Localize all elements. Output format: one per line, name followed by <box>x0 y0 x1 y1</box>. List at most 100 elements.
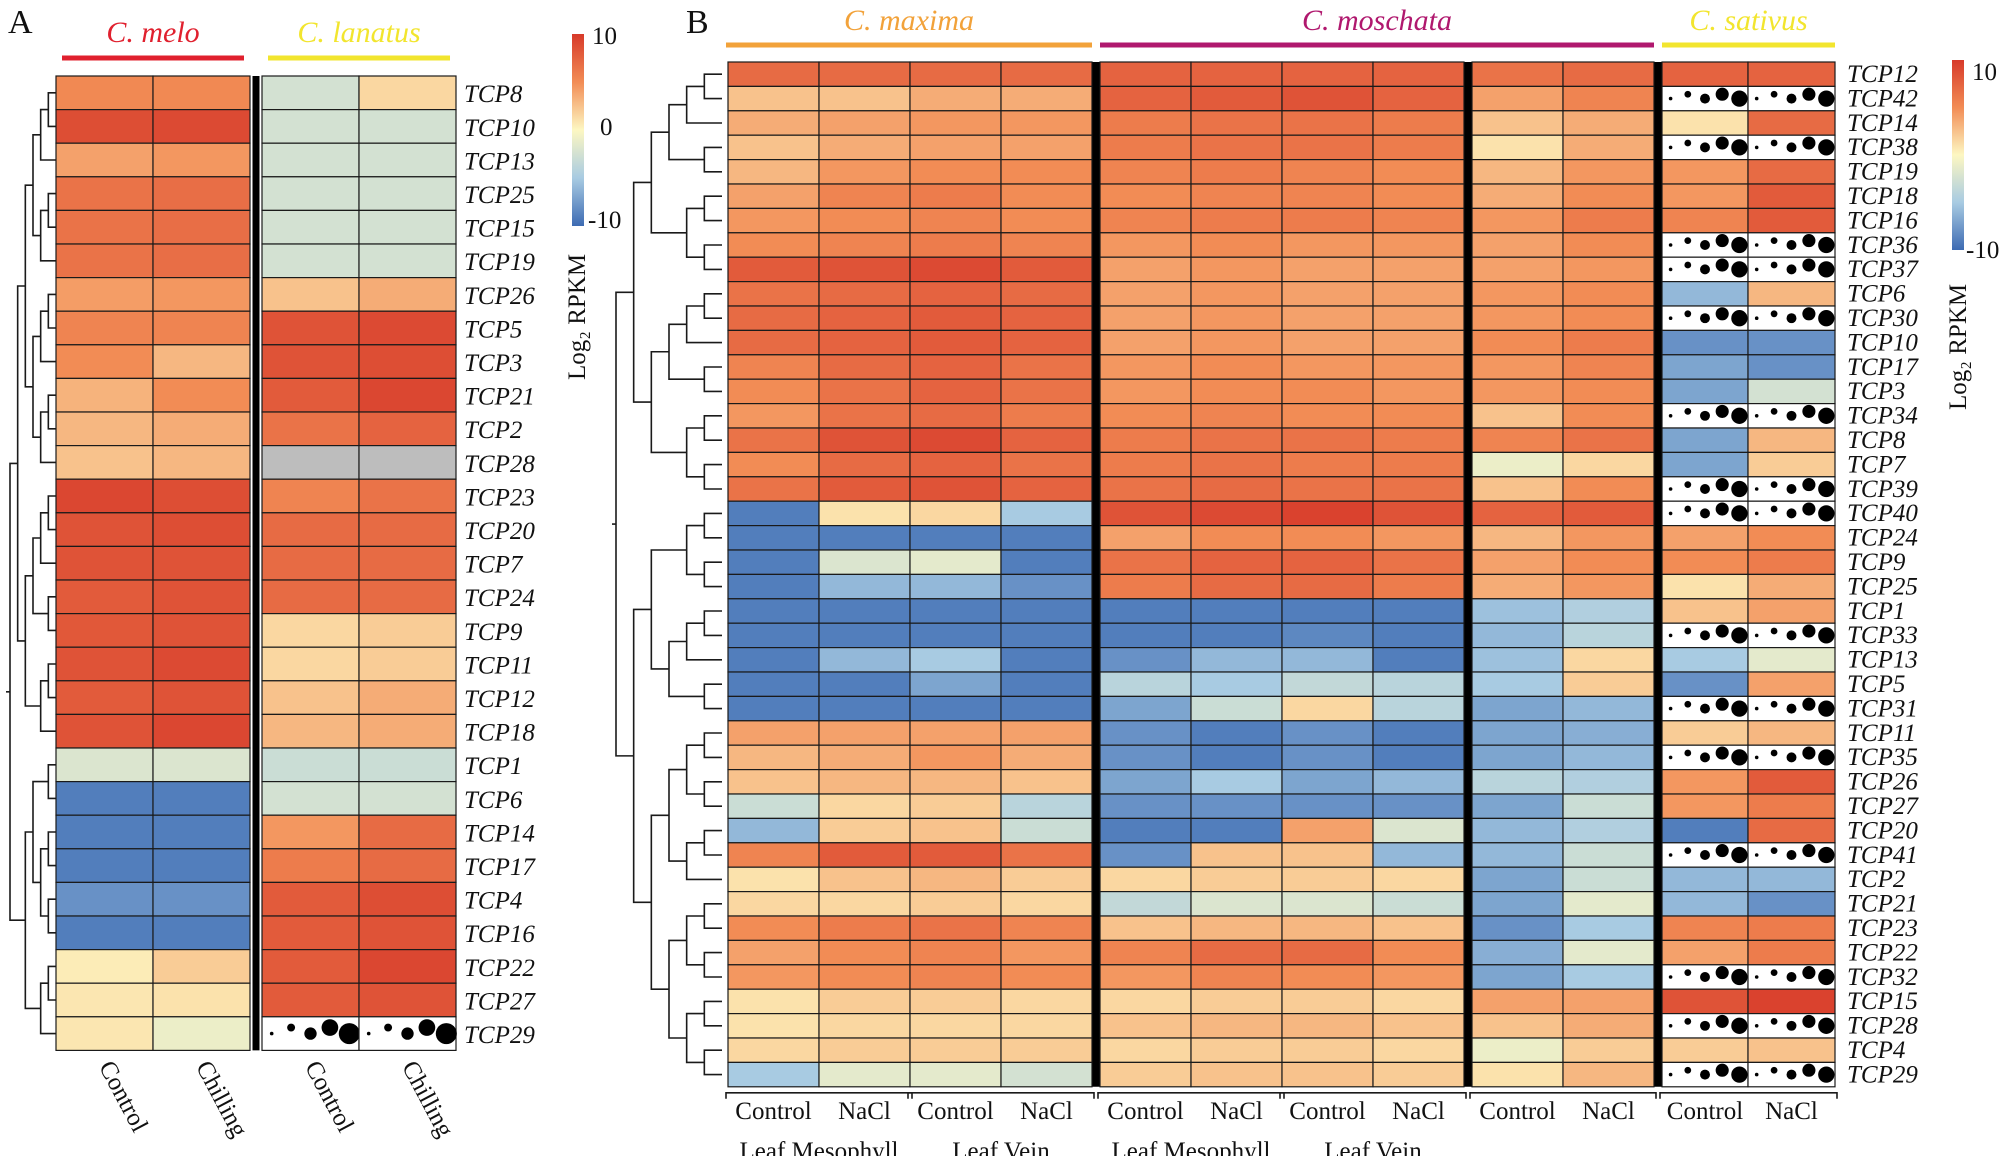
heatmap-cell <box>1562 964 1655 990</box>
species-label-maxima: C. maxima <box>844 4 974 37</box>
heatmap-cell <box>1190 768 1283 795</box>
heatmap-cell <box>909 622 1002 649</box>
heatmap-cell <box>1372 842 1465 868</box>
heatmap-cell <box>1562 598 1655 624</box>
heatmap-cell <box>1372 695 1465 722</box>
heatmap-cell <box>1562 183 1655 209</box>
heatmap-cell <box>1099 232 1192 258</box>
row-label: TCP20 <box>1847 817 1918 844</box>
heatmap-cell <box>152 814 251 850</box>
row-label: TCP18 <box>464 720 535 747</box>
row-label: TCP32 <box>1847 964 1918 991</box>
no-data-cell-dot <box>435 1023 457 1045</box>
no-data-cell-dot <box>1684 969 1692 976</box>
row-label: TCP7 <box>464 552 524 579</box>
heatmap-cell <box>358 108 457 144</box>
heatmap-cell <box>727 183 820 209</box>
no-data-cell-dot <box>1668 243 1673 247</box>
no-data-cell-dot <box>1731 139 1748 156</box>
row-label: TCP28 <box>1847 1013 1918 1040</box>
heatmap-cell <box>1099 476 1192 502</box>
column-label: Control <box>1479 1098 1555 1125</box>
heatmap-cell <box>1099 964 1192 990</box>
no-data-cell-dot <box>1700 972 1710 982</box>
heatmap-cell <box>1562 427 1655 453</box>
no-data-cell-dot <box>1715 307 1729 321</box>
no-data-cell-dot <box>1700 752 1710 763</box>
dendrogram-b-branch <box>703 73 722 100</box>
row-label: TCP9 <box>1847 549 1906 576</box>
heatmap-cell <box>1000 890 1093 917</box>
heatmap-cell <box>1562 988 1655 1015</box>
heatmap-cell <box>1000 720 1093 746</box>
no-data-cell-dot <box>1731 505 1748 522</box>
row-label: TCP10 <box>464 115 535 142</box>
heatmap-cell <box>1471 573 1564 600</box>
heatmap-cell <box>1471 281 1564 307</box>
heatmap-cell <box>1661 427 1749 453</box>
no-data-cell-dot <box>1786 630 1797 641</box>
heatmap-cell <box>1000 207 1093 234</box>
heatmap-cell <box>727 964 820 990</box>
heatmap-cell <box>1099 159 1192 185</box>
heatmap-cell <box>1562 817 1655 844</box>
heatmap-cell <box>152 545 251 581</box>
heatmap-cell <box>1661 207 1749 234</box>
row-label: TCP7 <box>1847 451 1907 478</box>
no-data-cell-dot <box>1818 505 1835 522</box>
heatmap-cell <box>727 598 820 624</box>
heatmap-cell <box>1000 427 1093 453</box>
no-data-cell-dot <box>1754 1024 1759 1028</box>
heatmap-cell <box>55 277 154 312</box>
dendrogram-b-branch <box>685 427 705 478</box>
no-data-cell-dot <box>1715 1014 1729 1028</box>
tissue-bracket <box>1279 1092 1467 1099</box>
species-label-moschata: C. moschata <box>1302 4 1452 37</box>
heatmap-cell <box>727 768 820 795</box>
column-label: Control <box>917 1098 993 1125</box>
heatmap-cell <box>1099 695 1192 722</box>
heatmap-cell <box>1281 890 1374 917</box>
heatmap-cell <box>1471 451 1564 478</box>
heatmap-cell <box>1471 329 1564 356</box>
heatmap-cell <box>152 848 251 883</box>
heatmap-cell <box>1471 524 1564 551</box>
heatmap-cell <box>152 243 251 279</box>
row-label: TCP15 <box>464 216 535 243</box>
no-data-cell-dot <box>1731 1017 1748 1034</box>
no-data-cell-dot <box>1731 90 1748 107</box>
row-label: TCP25 <box>1847 573 1918 600</box>
heatmap-cell <box>818 134 911 161</box>
heatmap-cell <box>55 478 154 514</box>
heatmap-cell <box>358 512 457 547</box>
heatmap-cell <box>1099 378 1192 405</box>
row-label: TCP13 <box>464 148 535 175</box>
heatmap-cell <box>1372 1012 1465 1039</box>
heatmap-cell <box>1372 598 1465 624</box>
heatmap-cell <box>1190 256 1283 283</box>
heatmap-cell <box>1372 646 1465 673</box>
heatmap-cell <box>1372 451 1465 478</box>
heatmap-cell <box>152 344 251 379</box>
heatmap-cell <box>1281 622 1374 649</box>
no-data-cell-dot <box>1770 408 1778 415</box>
heatmap-cell <box>1000 622 1093 649</box>
heatmap-cell <box>727 1037 820 1063</box>
heatmap-cell <box>818 305 911 331</box>
heatmap-cell <box>152 747 251 783</box>
no-data-cell-dot <box>1700 1069 1710 1080</box>
heatmap-cell <box>1000 1061 1093 1088</box>
heatmap-cell <box>1000 793 1093 819</box>
heatmap-cell <box>909 964 1002 990</box>
heatmap-cell <box>1562 890 1655 917</box>
heatmap-cell <box>1099 744 1192 771</box>
dendrogram-b-branch <box>703 195 722 222</box>
heatmap-cell <box>1372 744 1465 771</box>
heatmap-cell <box>727 354 820 380</box>
no-data-cell-dot <box>338 1023 360 1045</box>
heatmap-cell <box>1099 61 1192 87</box>
heatmap-cell <box>55 75 154 111</box>
heatmap-cell <box>1661 768 1749 795</box>
column-label: Chilling <box>396 1057 459 1142</box>
